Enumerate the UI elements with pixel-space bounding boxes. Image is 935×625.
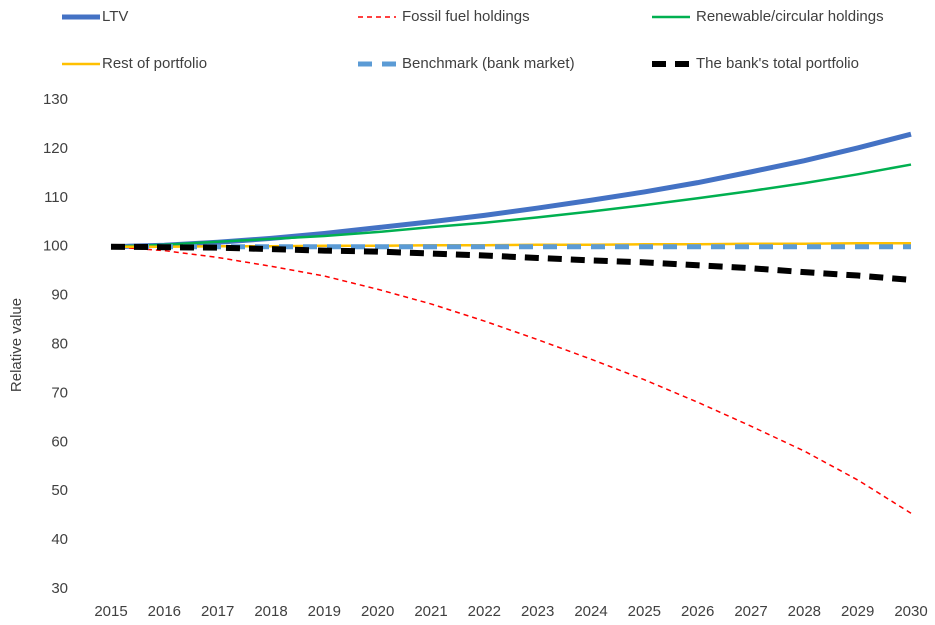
y-tick-label: 70 (51, 384, 68, 401)
series-line (110, 163, 912, 248)
x-tick-label: 2018 (254, 603, 287, 620)
series-line (110, 131, 912, 250)
x-tick-label: 2023 (521, 603, 554, 620)
x-tick-label: 2020 (361, 603, 394, 620)
legend-label: LTV (102, 8, 128, 25)
x-tick-label: 2025 (628, 603, 661, 620)
y-tick-label: 80 (51, 335, 68, 352)
x-tick-label: 2027 (734, 603, 767, 620)
series-line (110, 245, 912, 514)
x-tick-label: 2024 (574, 603, 607, 620)
y-tick-label: 110 (44, 189, 68, 206)
y-tick-label: 120 (43, 140, 68, 157)
series-line (110, 243, 912, 283)
x-tick-label: 2022 (468, 603, 501, 620)
y-tick-label: 40 (51, 531, 68, 548)
x-tick-label: 2015 (94, 603, 127, 620)
x-tick-label: 2030 (894, 603, 927, 620)
x-tick-label: 2016 (148, 603, 181, 620)
y-tick-label: 100 (43, 238, 68, 255)
x-tick-label: 2017 (201, 603, 234, 620)
y-tick-label: 130 (43, 91, 68, 108)
x-tick-label: 2019 (308, 603, 341, 620)
y-tick-label: 30 (51, 580, 68, 597)
legend-label: Renewable/circular holdings (696, 8, 884, 25)
x-tick-label: 2028 (788, 603, 821, 620)
y-tick-label: 90 (51, 287, 68, 304)
x-tick-label: 2026 (681, 603, 714, 620)
x-tick-label: 2021 (414, 603, 447, 620)
legend-label: Fossil fuel holdings (402, 8, 530, 25)
y-axis-label: Relative value (8, 298, 25, 392)
legend-label: The bank's total portfolio (696, 55, 859, 72)
y-tick-label: 50 (51, 482, 68, 499)
legend-label: Benchmark (bank market) (402, 55, 575, 72)
y-tick-label: 60 (51, 433, 68, 450)
legend-label: Rest of portfolio (102, 55, 207, 72)
x-tick-label: 2029 (841, 603, 874, 620)
